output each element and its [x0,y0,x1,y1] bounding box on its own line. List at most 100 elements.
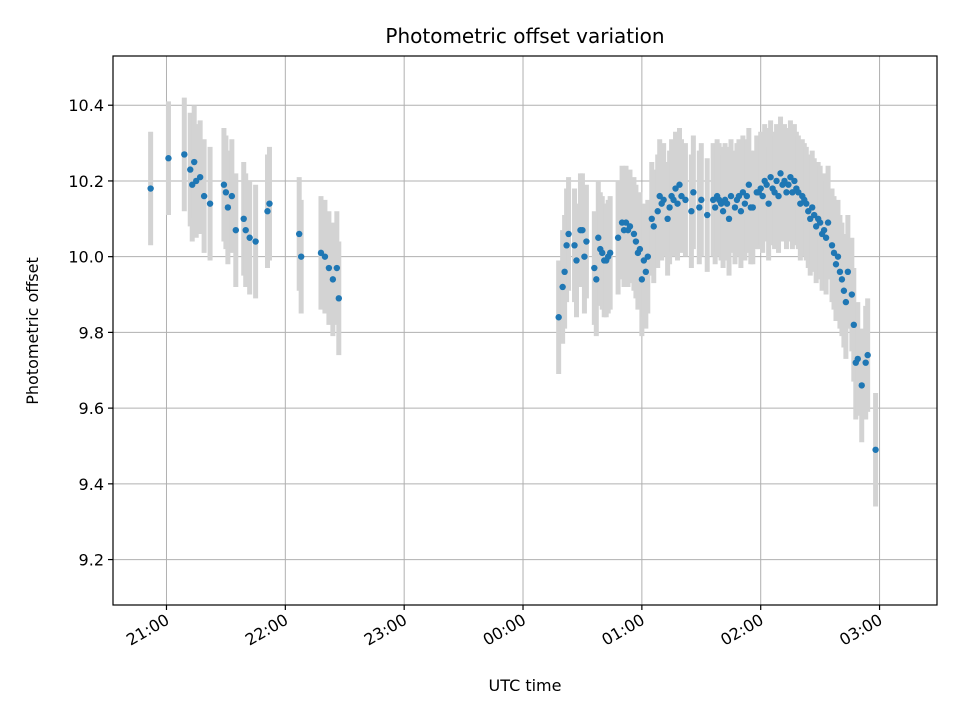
data-point [854,355,861,363]
data-point [599,249,606,257]
data-point [745,181,753,188]
data-point [820,226,828,234]
data-point [864,351,871,359]
data-point [632,238,640,245]
data-point [200,192,208,200]
x-tick-label: 21:00 [123,610,172,650]
data-point [614,234,622,241]
data-point [246,234,253,241]
x-tick-label: 02:00 [717,610,766,650]
data-point [181,151,188,158]
data-point [165,155,172,162]
data-point [809,204,816,211]
data-point [595,234,602,241]
data-point [848,291,856,298]
data-point [561,268,568,276]
data-point [321,253,329,260]
data-point [228,192,236,200]
data-point [196,173,204,181]
data-point [630,230,638,238]
data-point [763,181,770,188]
data-point [836,268,844,276]
data-point [773,177,780,185]
x-tick-label: 23:00 [361,610,410,650]
data-point [785,181,792,188]
y-tick-label: 9.4 [79,475,104,494]
data-point [650,223,657,230]
data-point [803,200,810,207]
data-point [626,223,634,230]
data-point [735,192,743,200]
data-point [242,226,249,234]
data-point [264,208,271,215]
data-point [192,177,200,185]
data-point [559,283,566,291]
data-point [725,215,733,223]
data-point [775,192,782,200]
data-point [862,359,869,366]
data-point [222,189,230,196]
data-point [805,208,812,215]
data-point [672,185,679,192]
data-point [573,257,580,264]
data-point [731,204,739,211]
data-point [850,321,858,329]
data-point [676,181,683,188]
data-point [297,253,305,260]
data-point [704,211,711,219]
x-axis-ticks: 21:00 22:00 23:00 00:00 01:00 02:00 03:00 [123,605,886,650]
y-axis-ticks: 9.2 9.4 9.6 9.8 10.0 10.2 10.4 [68,96,113,570]
data-point [220,181,228,188]
data-point [717,200,725,207]
data-point [777,170,784,177]
data-point [709,196,717,204]
y-axis-label: Photometric offset [23,257,42,405]
plot-frame [112,55,938,606]
data-point [642,268,650,276]
data-point [743,192,751,200]
data-point [723,200,731,207]
data-point [335,295,343,302]
x-tick-label: 22:00 [242,610,291,650]
data-point [739,189,747,196]
data-point [810,211,818,219]
data-point [648,215,655,223]
data-point [844,268,852,276]
data-point [787,173,794,181]
data-point [816,219,824,226]
data-point [666,204,673,211]
data-point [690,189,697,196]
data-point [224,204,232,211]
data-point [789,189,796,196]
data-point [759,192,766,200]
data-point [555,314,562,321]
y-tick-label: 10.4 [68,96,104,115]
data-point [579,226,586,234]
data-point [812,223,820,230]
data-point [711,204,719,211]
data-point [830,249,838,257]
data-point [765,200,772,207]
error-bars [148,97,879,507]
data-point [591,264,598,272]
data-point [593,276,600,283]
data-point [654,208,661,215]
data-point [571,242,578,249]
data-point [606,249,614,257]
data-point [640,257,648,264]
y-tick-label: 9.2 [79,551,104,570]
data-point [737,208,745,215]
x-tick-label: 03:00 [836,610,885,650]
x-tick-label: 00:00 [480,610,529,650]
data-point [266,200,273,207]
data-point [660,196,667,204]
data-point [674,200,681,207]
data-point [147,185,154,192]
grid [113,56,937,605]
data-point [191,158,198,166]
data-point [741,200,749,207]
data-point [842,298,850,306]
x-tick-label: 01:00 [598,610,647,650]
data-point [333,264,341,272]
data-point [822,234,830,241]
